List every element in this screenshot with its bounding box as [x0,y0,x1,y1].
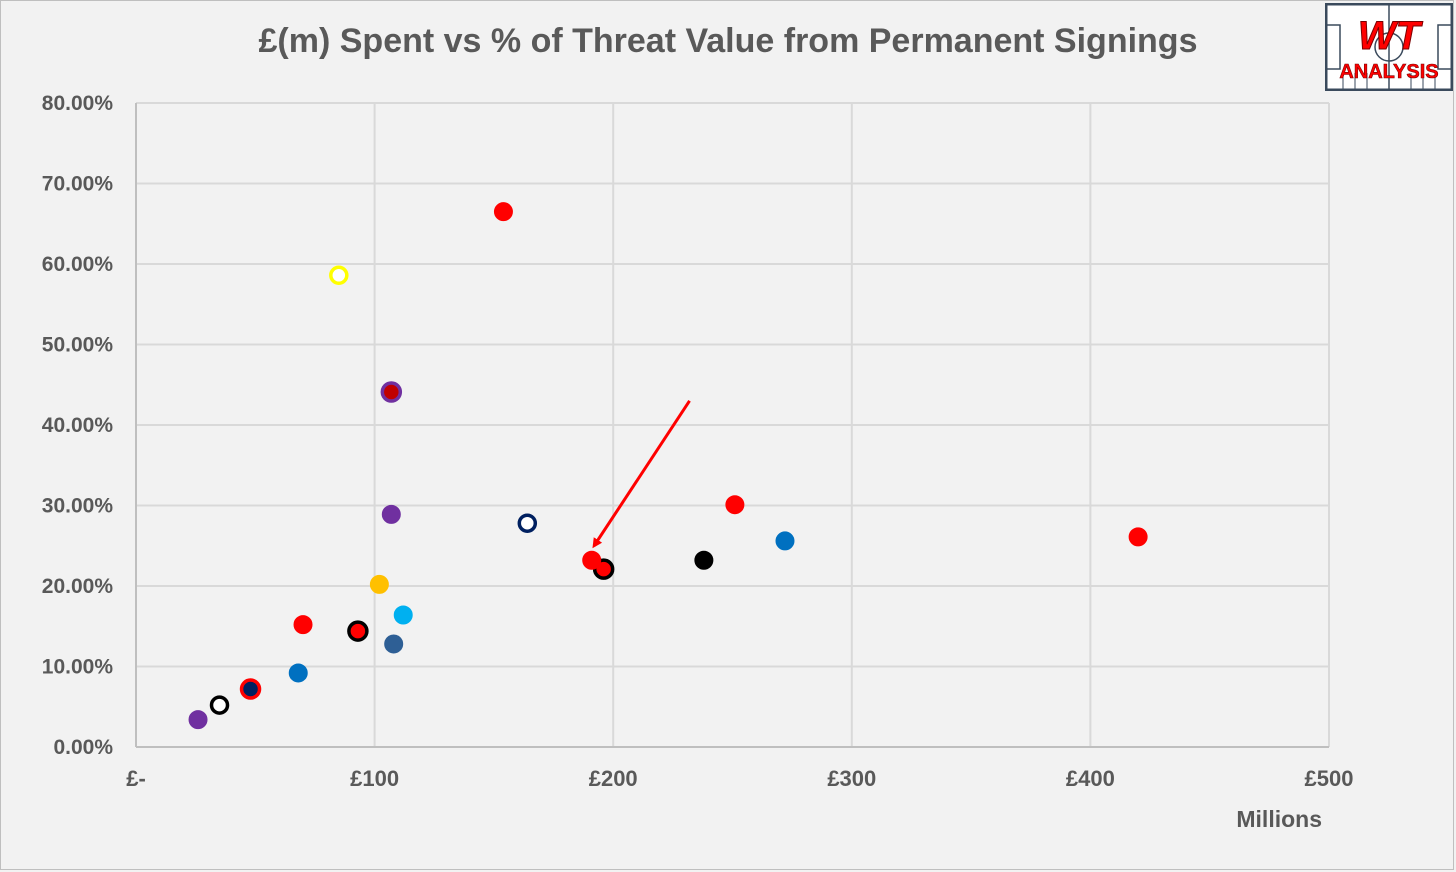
data-point [582,550,602,570]
y-tick-label: 60.00% [42,253,114,276]
chart-title: £(m) Spent vs % of Threat Value from Per… [258,22,1198,60]
y-tick-label: 10.00% [42,656,114,679]
grid-lines [136,102,1330,747]
y-tick-label: 0.00% [53,736,113,759]
y-tick-label: 30.00% [42,495,114,518]
y-tick-label: 20.00% [42,575,114,598]
x-tick-label: £400 [1066,766,1115,791]
data-point [517,513,538,533]
data-point [347,620,369,642]
data-point [369,574,389,594]
y-tick-label: 70.00% [42,173,114,196]
data-point [1128,527,1148,547]
data-point [329,265,349,286]
annotation-arrow [592,400,691,549]
data-point [293,615,313,635]
data-point [188,710,208,730]
x-tick-label: £500 [1305,766,1354,791]
data-point [384,634,404,654]
data-points [188,202,1148,730]
logo-wt-text: WT [1358,14,1424,58]
y-tick-label: 40.00% [42,414,114,437]
data-point [393,605,413,625]
x-tick-label: £100 [350,766,399,791]
data-point [493,202,513,222]
tick-labels: 0.00% 10.00% 20.00% 30.00% 40.00% 50.00% 60.00… [42,92,1354,791]
y-tick-label: 80.00% [42,92,114,115]
data-point [381,504,401,524]
x-tick-label: £- [126,766,146,791]
data-point [380,381,403,403]
y-tick-label: 50.00% [42,334,114,357]
x-axis-title: Millions [1236,806,1322,832]
data-point [694,550,714,570]
axes [135,103,1329,748]
annotations [592,400,691,549]
data-point [239,678,262,700]
x-tick-label: £200 [589,766,638,791]
data-point [209,695,230,715]
data-point [288,663,308,683]
data-point [775,531,795,551]
data-point [725,495,745,515]
wt-analysis-logo: WT ANALYSIS [1324,2,1454,92]
logo-analysis-text: ANALYSIS [1339,61,1438,83]
x-tick-label: £300 [827,766,876,791]
